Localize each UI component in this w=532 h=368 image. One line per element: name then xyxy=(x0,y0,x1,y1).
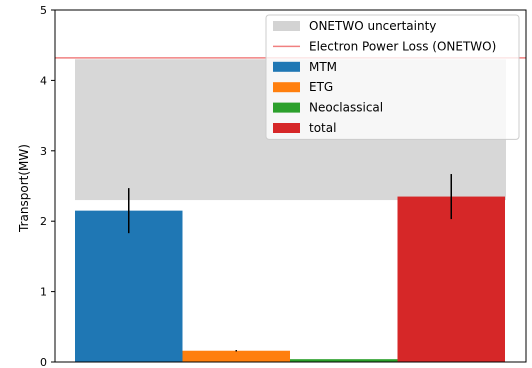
y-tick-label: 5 xyxy=(40,4,47,17)
bar-neoclassical xyxy=(290,359,398,362)
bar-etg xyxy=(182,350,290,362)
legend: ONETWO uncertainty Electron Power Loss (O… xyxy=(265,14,520,140)
legend-swatch-onetwo-uncertainty xyxy=(273,21,300,31)
legend-label-etg: ETG xyxy=(309,80,333,94)
y-tick-label: 2 xyxy=(40,215,47,228)
y-tick-label: 3 xyxy=(40,145,47,158)
legend-label-mtm: MTM xyxy=(309,60,337,74)
legend-box xyxy=(265,14,520,140)
legend-label-total: total xyxy=(309,121,336,135)
y-axis-label: Transport(MW) xyxy=(17,144,31,233)
y-axis: 0 1 2 3 4 5 xyxy=(40,4,55,368)
plot-frame xyxy=(54,9,527,363)
y-tick-label: 4 xyxy=(40,74,47,87)
y-tick-label: 0 xyxy=(40,356,47,368)
legend-label-onetwo-uncertainty: ONETWO uncertainty xyxy=(309,19,436,33)
legend-swatch-neoclassical xyxy=(273,102,300,113)
legend-swatch-etg xyxy=(273,82,300,93)
y-tick-label: 1 xyxy=(40,286,47,299)
legend-label-electron-power-loss-onetwo-: Electron Power Loss (ONETWO) xyxy=(309,39,496,53)
bar-mtm xyxy=(75,210,183,362)
legend-label-neoclassical: Neoclassical xyxy=(309,101,383,115)
bar-total xyxy=(397,196,505,362)
legend-swatch-total xyxy=(273,123,300,133)
legend-swatch-mtm xyxy=(273,61,300,72)
